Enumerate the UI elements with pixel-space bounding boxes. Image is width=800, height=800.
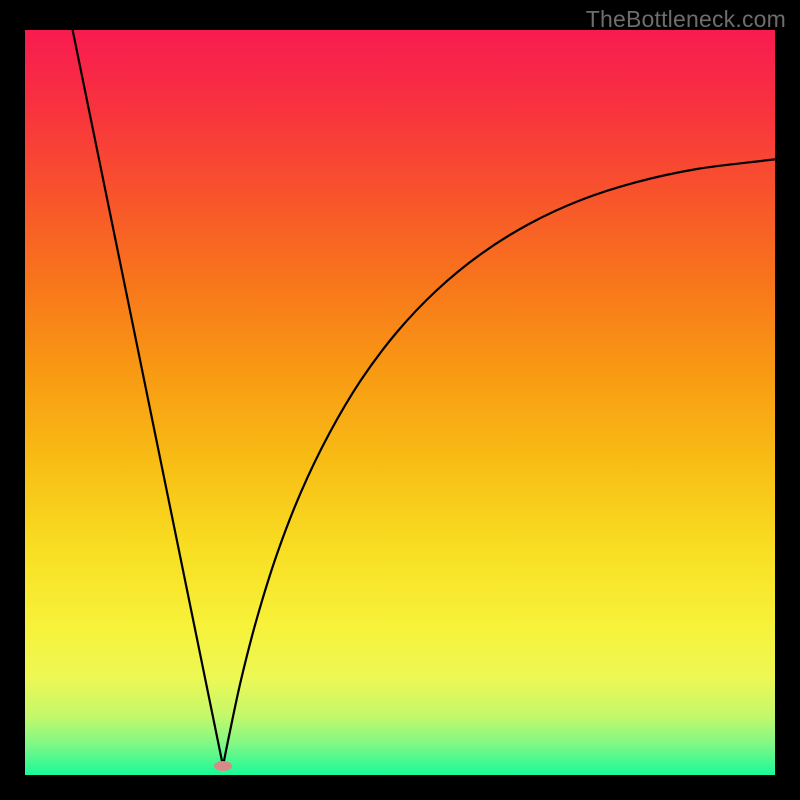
bottleneck-chart [25, 30, 775, 775]
chart-frame: TheBottleneck.com [0, 0, 800, 800]
watermark-text: TheBottleneck.com [586, 6, 786, 33]
minimum-marker [214, 761, 232, 771]
gradient-background [25, 30, 775, 775]
